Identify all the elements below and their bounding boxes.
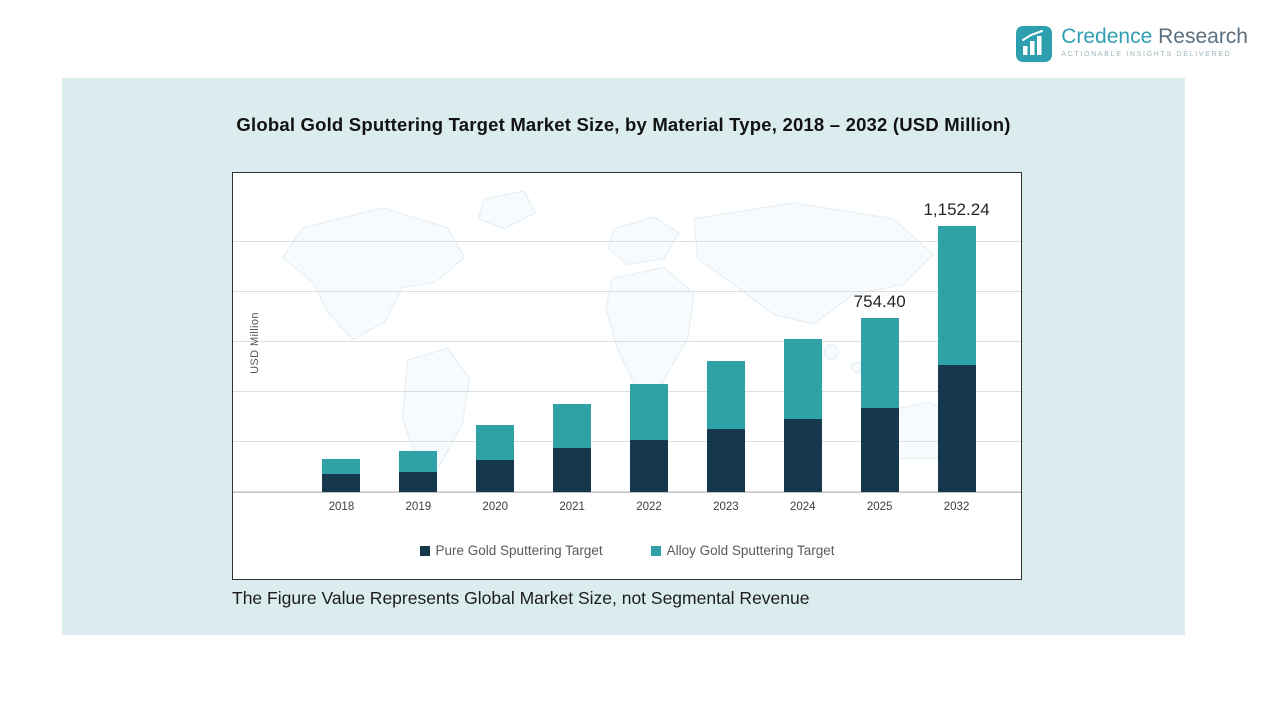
bar-segment-pure-gold (553, 448, 592, 492)
x-axis-label: 2032 (943, 501, 970, 513)
bar-column-2023 (687, 360, 764, 492)
bar-column-2032: 1,152.24 (918, 200, 995, 492)
bar-stack-2020 (476, 424, 515, 492)
legend-label: Pure Gold Sputtering Target (435, 543, 603, 558)
bar-segment-alloy-gold (937, 226, 976, 365)
bar-segment-alloy-gold (322, 458, 361, 474)
bar-chart-logo-icon (1016, 26, 1053, 62)
bar-stack-2021 (553, 403, 592, 492)
bar-column-2019 (380, 450, 457, 492)
x-axis: 2018 2019 2020 2021 2022 2023 2024 2025 2032 (233, 501, 1021, 513)
bar-segment-pure-gold (399, 471, 438, 492)
bar-segment-alloy-gold (553, 403, 592, 449)
bar-segment-alloy-gold (783, 339, 822, 419)
legend-swatch (650, 545, 661, 556)
plot-area: USD Million 754.40 1,152.24 (233, 193, 1021, 493)
logo-name-primary: Credence (1061, 25, 1153, 48)
bars-row: 754.40 1,152.24 (233, 193, 1021, 492)
x-axis-label: 2021 (559, 501, 585, 513)
chart-box: USD Million 754.40 1,152.24 2018 2019 2020 2… (232, 172, 1022, 580)
legend: Pure Gold Sputtering Target Alloy Gold Sp… (233, 543, 1021, 558)
x-axis-label: 2018 (328, 501, 355, 513)
bar-segment-pure-gold (630, 440, 668, 492)
bar-stack-2019 (399, 450, 438, 492)
bar-stack-2032 (937, 226, 976, 492)
legend-swatch (419, 545, 430, 556)
chart-title: Global Gold Sputtering Target Market Siz… (236, 114, 1011, 135)
bar-stack-2025 (860, 317, 899, 492)
bar-column-2018 (303, 458, 380, 492)
x-axis-label: 2020 (482, 501, 509, 513)
logo-name-secondary: Research (1152, 25, 1248, 48)
bar-column-2024 (764, 339, 841, 492)
legend-item: Pure Gold Sputtering Target (419, 543, 603, 558)
bar-column-2020 (457, 424, 534, 492)
bar-column-2022 (611, 384, 688, 492)
content-panel: Global Gold Sputtering Target Market Siz… (62, 78, 1185, 635)
bar-segment-alloy-gold (706, 360, 745, 429)
bar-segment-pure-gold (937, 364, 976, 492)
x-axis-label: 2023 (713, 501, 739, 513)
bar-segment-pure-gold (322, 473, 361, 492)
bar-column-2021 (534, 403, 611, 492)
bar-segment-pure-gold (860, 408, 899, 492)
x-axis-label: 2022 (636, 501, 662, 513)
credence-research-logo: Credence Research Actionable Insights De… (1016, 26, 1248, 62)
bar-segment-alloy-gold (630, 384, 668, 441)
x-axis-label: 2019 (405, 501, 432, 513)
x-axis-label: 2025 (866, 501, 893, 513)
bar-stack-2023 (706, 360, 745, 492)
bar-segment-pure-gold (783, 418, 822, 492)
bar-value-label: 1,152.24 (923, 200, 990, 220)
legend-label: Alloy Gold Sputtering Target (666, 543, 835, 558)
bar-stack-2018 (322, 458, 361, 492)
footnote: The Figure Value Represents Global Marke… (232, 588, 810, 608)
bar-segment-pure-gold (706, 429, 745, 492)
bar-segment-alloy-gold (399, 450, 438, 472)
bar-stack-2024 (783, 339, 822, 492)
logo-tagline: Actionable Insights Delivered (1061, 51, 1232, 58)
logo-name: Credence Research (1061, 26, 1248, 48)
bar-stack-2022 (630, 384, 668, 492)
bar-segment-alloy-gold (476, 424, 515, 460)
bar-segment-alloy-gold (860, 317, 899, 409)
bar-column-2025: 754.40 (841, 292, 918, 492)
x-axis-label: 2024 (789, 501, 816, 513)
legend-item: Alloy Gold Sputtering Target (650, 543, 835, 558)
logo-text: Credence Research Actionable Insights De… (1061, 26, 1248, 59)
bar-value-label: 754.40 (853, 291, 906, 311)
bar-segment-pure-gold (476, 459, 515, 492)
